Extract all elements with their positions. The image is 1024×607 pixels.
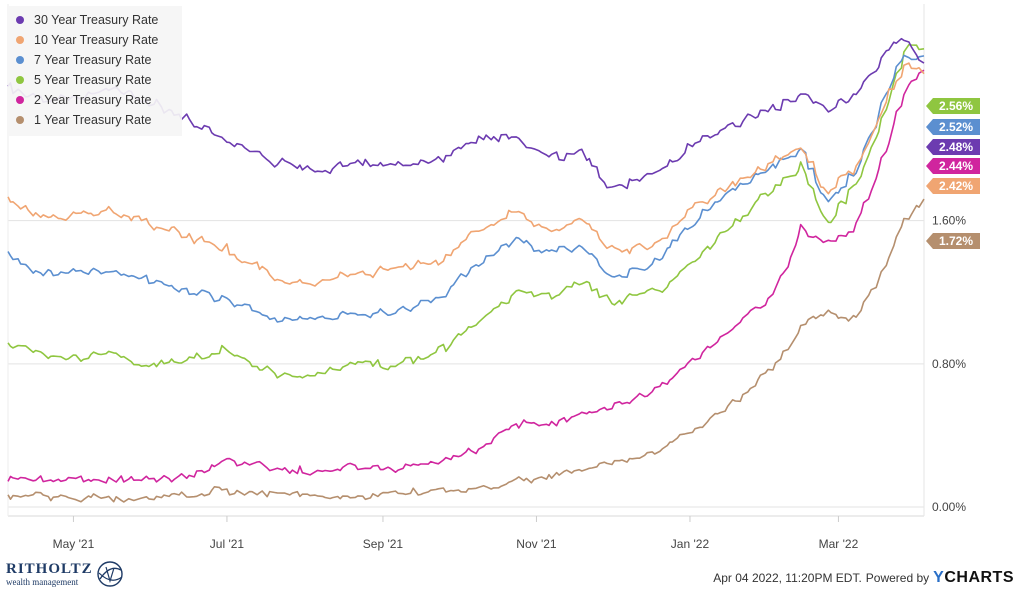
x-tick-label: Sep '21 bbox=[363, 537, 404, 551]
legend-dot-icon bbox=[16, 76, 24, 84]
series-line-4 bbox=[7, 69, 925, 484]
end-value-text: 2.48% bbox=[939, 140, 973, 154]
legend-item-5yr[interactable]: 5 Year Treasury Rate bbox=[16, 70, 151, 90]
x-tick-label: Nov '21 bbox=[516, 537, 557, 551]
powered-by-text: Powered by bbox=[865, 571, 930, 585]
y-tick-label: 1.60% bbox=[932, 214, 966, 228]
series-line-3 bbox=[7, 43, 925, 379]
end-value-label: 2.42% bbox=[926, 178, 980, 194]
end-value-label: 2.44% bbox=[926, 158, 980, 174]
end-value-tag bbox=[926, 233, 980, 249]
ritholtz-logo: RITHOLTZ wealth management bbox=[6, 558, 125, 590]
legend-label: 1 Year Treasury Rate bbox=[34, 113, 152, 127]
ycharts-logo-y: Y bbox=[933, 569, 945, 586]
legend-label: 30 Year Treasury Rate bbox=[34, 13, 159, 27]
series-line-2 bbox=[7, 54, 925, 323]
ycharts-logo-rest: CHARTS bbox=[944, 569, 1014, 586]
end-value-tag bbox=[926, 98, 980, 114]
x-tick-label: Jan '22 bbox=[671, 537, 710, 551]
x-tick-label: May '21 bbox=[53, 537, 95, 551]
x-tick-label: Mar '22 bbox=[819, 537, 859, 551]
y-tick-label: 0.80% bbox=[932, 357, 966, 371]
logo-emblem-icon bbox=[96, 561, 123, 587]
chart-footer: Apr 04 2022, 11:20PM EDT. Powered by YCH… bbox=[713, 569, 1014, 587]
logo-brand: RITHOLTZ bbox=[6, 560, 93, 577]
end-value-tag bbox=[926, 178, 980, 194]
legend-label: 7 Year Treasury Rate bbox=[34, 53, 152, 67]
end-value-text: 2.52% bbox=[939, 120, 973, 134]
end-value-text: 2.42% bbox=[939, 179, 973, 193]
legend-item-10yr[interactable]: 10 Year Treasury Rate bbox=[16, 30, 158, 50]
end-value-tag bbox=[926, 119, 980, 135]
legend-dot-icon bbox=[16, 16, 24, 24]
end-value-text: 1.72% bbox=[939, 234, 973, 248]
end-value-text: 2.56% bbox=[939, 99, 973, 113]
legend-item-7yr[interactable]: 7 Year Treasury Rate bbox=[16, 50, 151, 70]
series-line-5 bbox=[7, 198, 925, 503]
legend-item-1yr[interactable]: 1 Year Treasury Rate bbox=[16, 110, 151, 130]
logo-wordmark: RITHOLTZ wealth management bbox=[6, 560, 93, 587]
series-line-1 bbox=[7, 62, 925, 287]
end-value-label: 2.56% bbox=[926, 98, 980, 114]
legend-label: 10 Year Treasury Rate bbox=[34, 33, 159, 47]
end-value-text: 2.44% bbox=[939, 159, 973, 173]
end-value-tag bbox=[926, 139, 980, 155]
legend-label: 2 Year Treasury Rate bbox=[34, 93, 152, 107]
end-value-tag bbox=[926, 158, 980, 174]
x-tick-label: Jul '21 bbox=[210, 537, 245, 551]
chart-legend: 30 Year Treasury Rate 10 Year Treasury R… bbox=[8, 6, 182, 136]
end-value-label: 1.72% bbox=[926, 233, 980, 249]
chart-timestamp: Apr 04 2022, 11:20PM EDT. bbox=[713, 571, 862, 585]
end-value-label: 2.48% bbox=[926, 139, 980, 155]
ycharts-logo[interactable]: YCHARTS bbox=[933, 569, 1014, 587]
legend-label: 5 Year Treasury Rate bbox=[34, 73, 152, 87]
legend-item-30yr[interactable]: 30 Year Treasury Rate bbox=[16, 10, 158, 30]
y-tick-label: 0.00% bbox=[932, 500, 966, 514]
logo-tagline: wealth management bbox=[6, 576, 79, 587]
legend-dot-icon bbox=[16, 36, 24, 44]
legend-dot-icon bbox=[16, 56, 24, 64]
legend-dot-icon bbox=[16, 96, 24, 104]
end-value-label: 2.52% bbox=[926, 119, 980, 135]
legend-item-2yr[interactable]: 2 Year Treasury Rate bbox=[16, 90, 151, 110]
legend-dot-icon bbox=[16, 116, 24, 124]
treasury-rates-chart: 0.00% 0.80% 1.60% May '21 Jul '21 Sep '21 Nov … bbox=[7, 4, 980, 551]
